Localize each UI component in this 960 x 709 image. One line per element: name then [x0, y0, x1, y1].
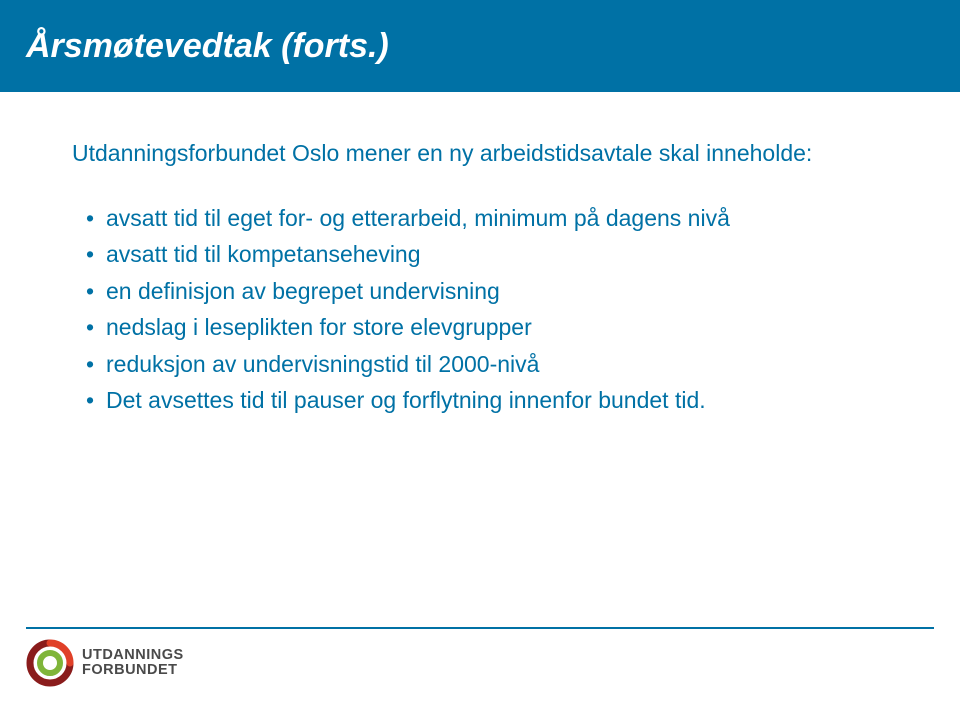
logo-text: UTDANNINGS FORBUNDET	[82, 648, 184, 678]
slide-content: Utdanningsforbundet Oslo mener en ny arb…	[0, 92, 960, 418]
slide-footer: UTDANNINGS FORBUNDET	[26, 627, 934, 687]
list-item: avsatt tid til kompetanseheving	[86, 237, 890, 272]
list-item: avsatt tid til eget for- og etterarbeid,…	[86, 201, 890, 236]
logo-text-line-2: FORBUNDET	[82, 663, 184, 678]
slide-header: Årsmøtevedtak (forts.)	[0, 0, 960, 92]
list-item: nedslag i leseplikten for store elevgrup…	[86, 310, 890, 345]
slide-title: Årsmøtevedtak (forts.)	[26, 27, 389, 66]
footer-divider	[26, 627, 934, 629]
list-item: reduksjon av undervisningstid til 2000-n…	[86, 347, 890, 382]
intro-text: Utdanningsforbundet Oslo mener en ny arb…	[72, 136, 890, 171]
list-item: Det avsettes tid til pauser og forflytni…	[86, 383, 890, 418]
bullet-list: avsatt tid til eget for- og etterarbeid,…	[72, 201, 890, 418]
logo-icon	[26, 639, 74, 687]
list-item: en definisjon av begrepet undervisning	[86, 274, 890, 309]
logo: UTDANNINGS FORBUNDET	[26, 639, 934, 687]
logo-text-line-1: UTDANNINGS	[82, 648, 184, 663]
